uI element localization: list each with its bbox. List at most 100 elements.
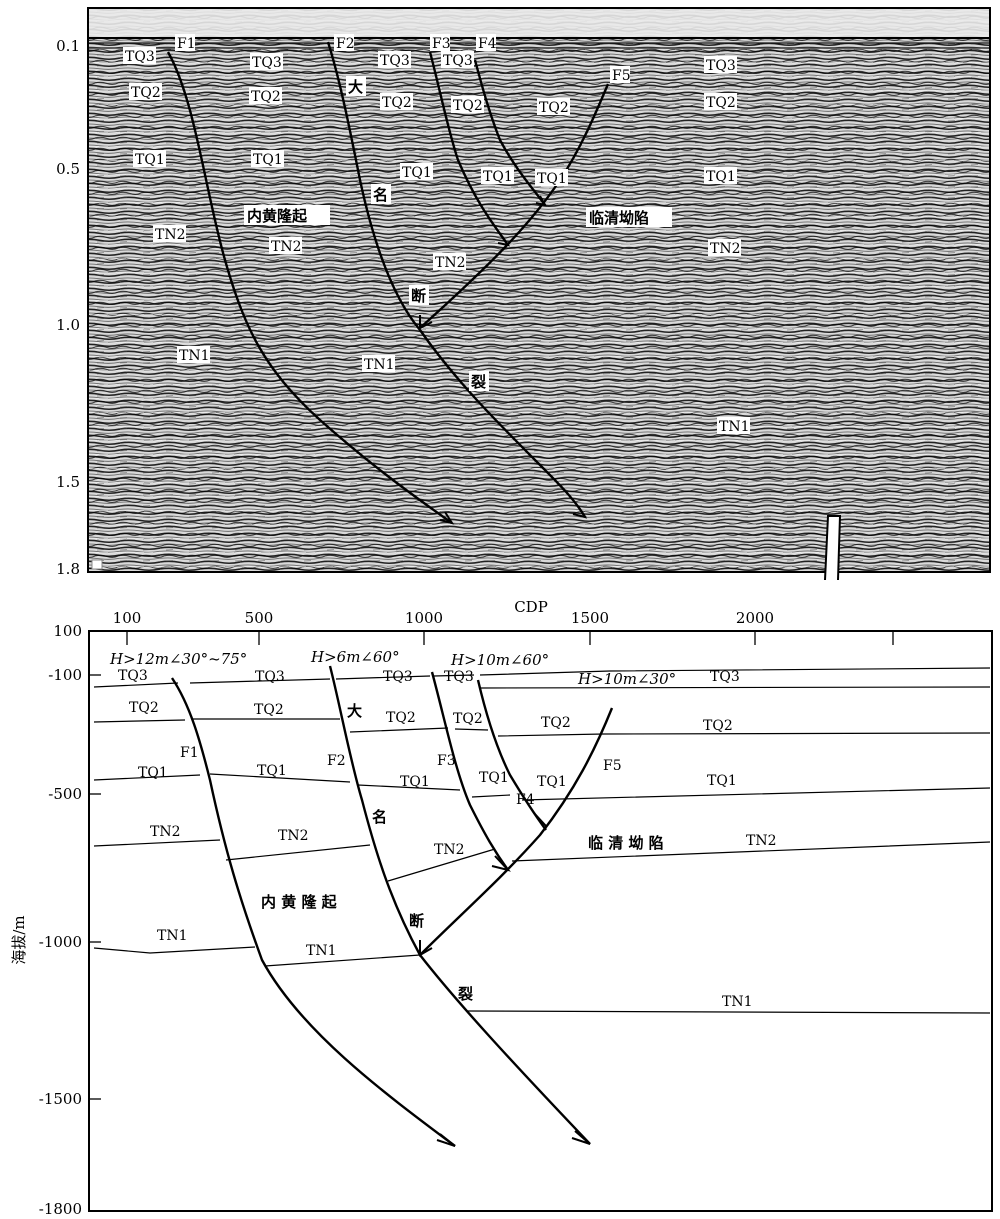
label-da: 大 (346, 76, 366, 96)
y-tick: -1500 (39, 1090, 82, 1108)
fault-line-f3 (428, 51, 509, 246)
fault-label-f2: F2 (327, 753, 346, 769)
layer-label-tn1: TN1 (362, 355, 395, 373)
layer-label-tn2: TN2 (150, 824, 181, 840)
horizons (93, 667, 991, 1014)
svg-text:TN2: TN2 (271, 239, 302, 255)
fault-line-f4 (476, 679, 547, 831)
svg-text:TQ1: TQ1 (706, 169, 736, 185)
y-axis-title: 海拔/m (10, 915, 28, 964)
interpretation-frame (88, 630, 993, 1212)
fault-label-f4: F4 (516, 792, 535, 808)
layer-label-tn2: TN2 (708, 239, 741, 257)
layer-label-tn2: TN2 (269, 237, 302, 255)
upper-faults (166, 41, 610, 525)
fault-label-f2: F2 (334, 34, 355, 52)
layer-label-tq3: TQ3 (123, 47, 156, 65)
fault-label-f1: F1 (180, 745, 199, 761)
layer-label-tq1: TQ1 (537, 774, 567, 790)
fault-line-f2 (326, 41, 587, 518)
y-tick: -500 (48, 785, 82, 803)
layer-label-tq2: TQ2 (129, 83, 162, 101)
label-linqing: 临 清 坳 陷 (588, 834, 664, 852)
horizon-tq2 (93, 718, 991, 737)
time-tick: 1.5 (56, 473, 80, 491)
fault-line-f4 (473, 59, 546, 206)
note-f1: H>12m∠30°~75° (109, 650, 247, 668)
x-axis: 100 500 1000 1500 2000 (113, 609, 894, 645)
fault-label-f1: F1 (175, 34, 196, 52)
time-tick: 0.1 (56, 37, 80, 55)
svg-text:TQ2: TQ2 (453, 98, 483, 114)
layer-label-tq3: TQ3 (255, 669, 285, 685)
note-f3: H>10m∠60° (450, 651, 549, 669)
x-tick: 500 (245, 609, 274, 627)
label-duan: 断 (409, 285, 429, 305)
layer-label-tn2: TN2 (433, 253, 466, 271)
label-lie: 裂 (469, 371, 489, 391)
svg-text:TQ2: TQ2 (382, 95, 412, 111)
svg-text:F5: F5 (612, 68, 631, 84)
layer-label-tq1: TQ1 (704, 167, 737, 185)
layer-label-tq3: TQ3 (118, 668, 148, 684)
layer-label-tq2: TQ2 (703, 718, 733, 734)
svg-text:大: 大 (348, 78, 363, 96)
layer-label-tq2: TQ2 (380, 93, 413, 111)
svg-text:TQ1: TQ1 (135, 152, 165, 168)
layer-label-tq1: TQ1 (400, 774, 430, 790)
y-axis: 100 -100 -500 -1000 -1500 -1800 海拔/m (10, 622, 101, 1218)
layer-label-tq3: TQ3 (250, 53, 283, 71)
layer-label-tq3: TQ3 (704, 56, 737, 74)
fault-line-f5 (419, 707, 614, 956)
label-linqing: 临清坳陷 (586, 207, 672, 227)
layer-label-tq2: TQ2 (453, 711, 483, 727)
layer-label-tq1: TQ1 (707, 773, 737, 789)
label-ming: 名 (372, 808, 387, 826)
label-ming: 名 (371, 184, 391, 204)
layer-label-tq1: TQ1 (535, 169, 568, 187)
svg-text:TQ3: TQ3 (443, 53, 473, 69)
time-axis: 0.1 0.5 1.0 1.5 1.8 (56, 37, 80, 578)
svg-text:F2: F2 (336, 36, 355, 52)
layer-label-tn2: TN2 (746, 833, 777, 849)
svg-text:TQ2: TQ2 (131, 85, 161, 101)
layer-label-tq2: TQ2 (254, 702, 284, 718)
layer-label-tq2: TQ2 (537, 98, 570, 116)
y-tick: 100 (53, 622, 82, 640)
layer-label-tn2: TN2 (278, 828, 309, 844)
svg-text:名: 名 (373, 186, 388, 204)
fault-label-f5: F5 (610, 66, 631, 84)
layer-label-tn1: TN1 (306, 943, 337, 959)
time-tick: 0.5 (56, 160, 80, 178)
layer-label-tn1: TN1 (717, 417, 750, 435)
horizon-tn2 (93, 839, 991, 882)
horizon-tn1 (93, 946, 991, 1014)
fault-label-f3: F3 (430, 34, 451, 52)
svg-text:断: 断 (411, 287, 426, 305)
layer-label-tq1: TQ1 (400, 163, 433, 181)
y-tick: -1800 (39, 1200, 82, 1218)
layer-label-tq2: TQ2 (541, 715, 571, 731)
svg-text:TQ1: TQ1 (483, 169, 513, 185)
layer-label-tq3: TQ3 (444, 669, 474, 685)
layer-label-tq1: TQ1 (251, 150, 284, 168)
x-tick: 1000 (405, 609, 443, 627)
layer-label-tq3: TQ3 (383, 669, 413, 685)
svg-text:F1: F1 (177, 36, 196, 52)
x-tick: 1500 (571, 609, 609, 627)
layer-label-tq2: TQ2 (451, 96, 484, 114)
svg-text:内黄隆起: 内黄隆起 (247, 207, 308, 225)
svg-text:TN2: TN2 (710, 241, 741, 257)
layer-label-tq2: TQ2 (704, 93, 737, 111)
layer-label-tq3: TQ3 (441, 51, 474, 69)
svg-text:F3: F3 (432, 36, 451, 52)
layer-label-tn1: TN1 (157, 928, 188, 944)
horizon-tq3 (93, 667, 991, 688)
horizon-tq3-lower (479, 686, 991, 689)
layer-label-tq2: TQ2 (249, 87, 282, 105)
layer-label-tq1: TQ1 (138, 765, 168, 781)
fault-line-f2 (328, 665, 591, 1145)
label-neihuang: 内 黄 隆 起 (261, 893, 338, 911)
layer-label-tq1: TQ1 (133, 150, 166, 168)
